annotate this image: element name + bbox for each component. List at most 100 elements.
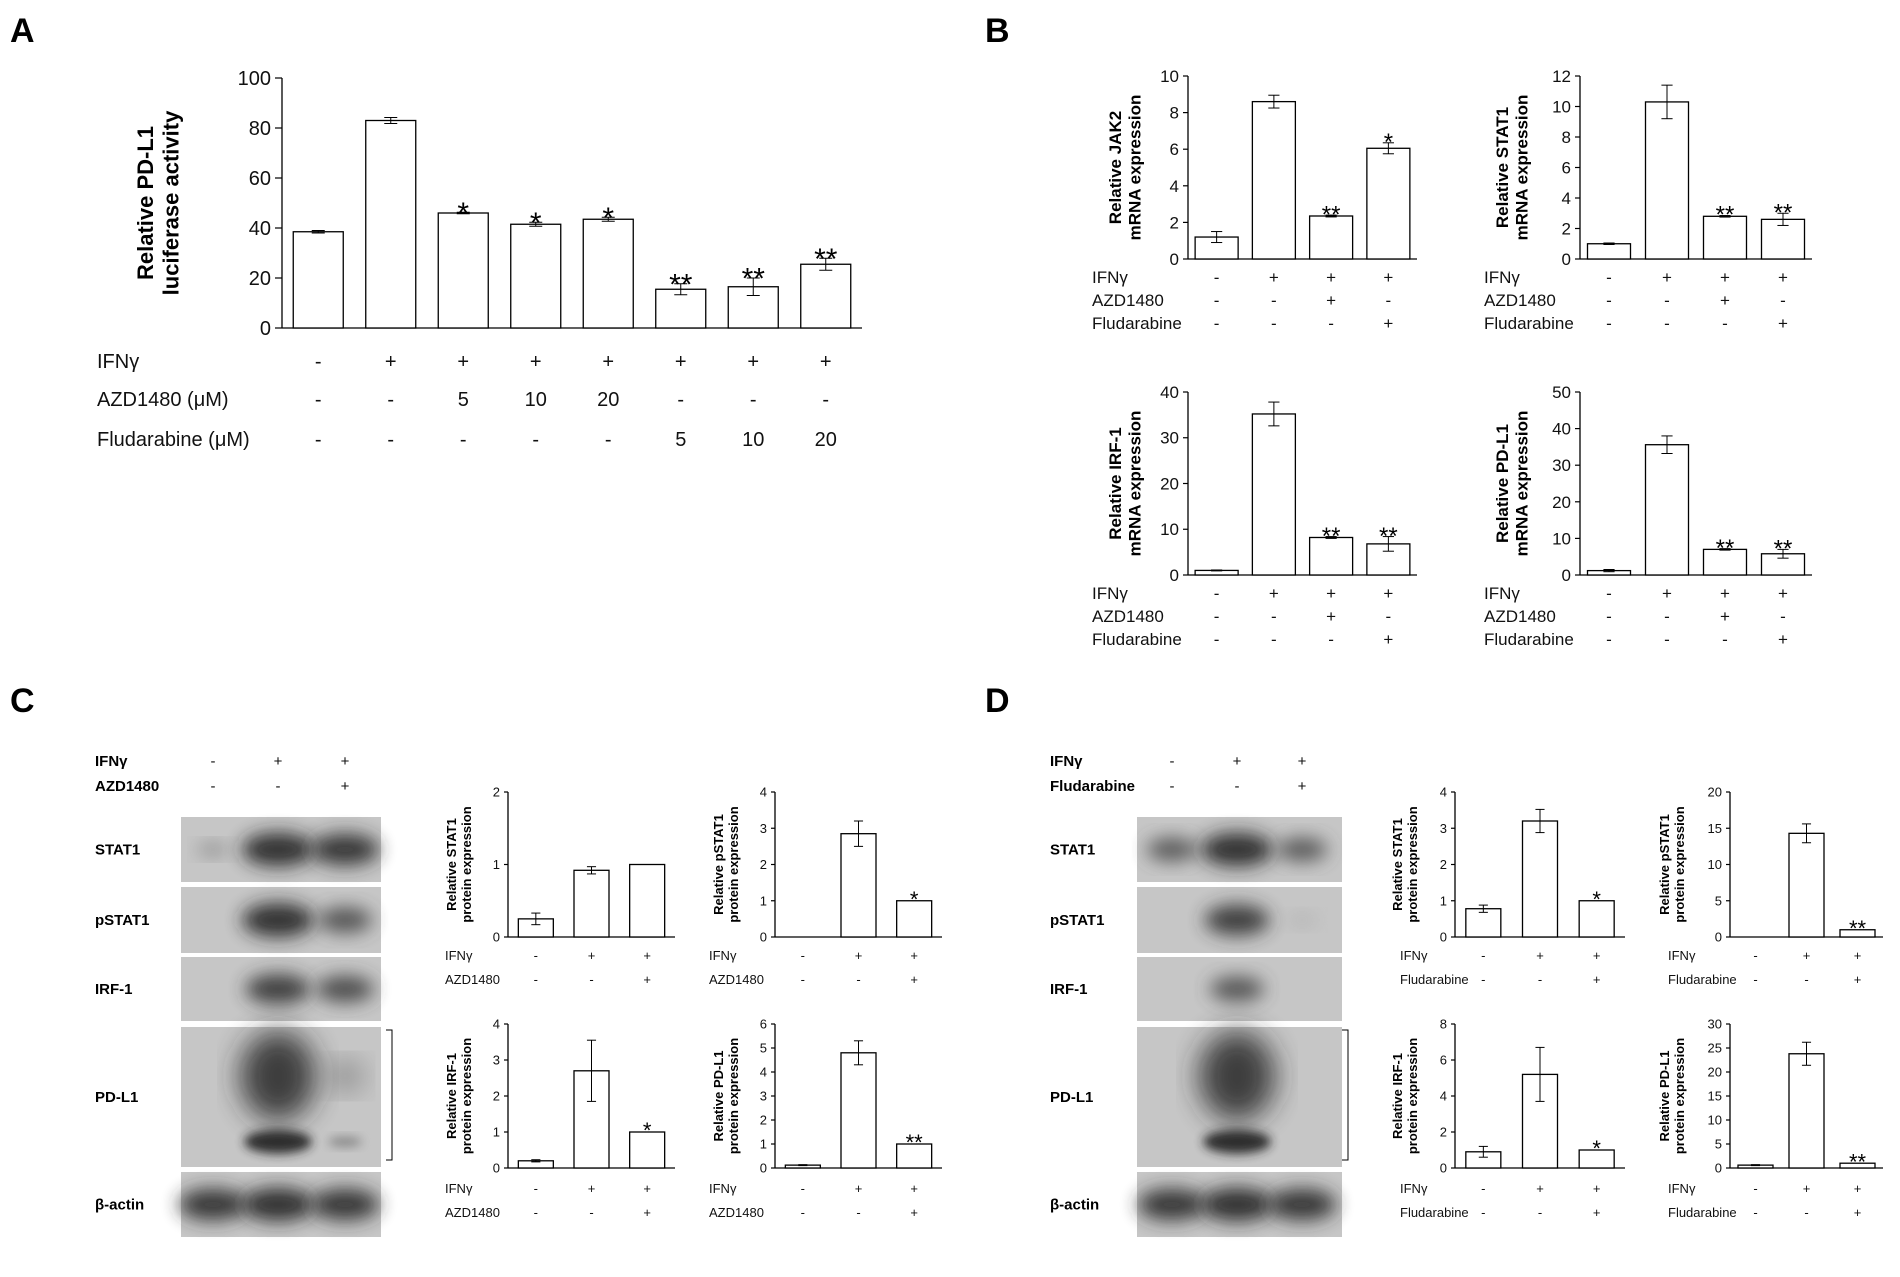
condition-value: - xyxy=(856,1205,860,1220)
condition-value: + xyxy=(1269,268,1279,287)
condition-value: + xyxy=(1854,948,1862,963)
y-tick-label: 4 xyxy=(760,1065,767,1080)
condition-value: - xyxy=(1780,607,1786,626)
y-axis-label-line: Relative STAT1 xyxy=(444,818,459,911)
bar xyxy=(1308,536,1354,576)
condition-label: Fludarabine xyxy=(1400,1205,1469,1220)
condition-label: Fludarabine xyxy=(1400,972,1469,987)
blot-band xyxy=(1203,1129,1271,1154)
condition-value: + xyxy=(1803,948,1811,963)
y-tick-label: 2 xyxy=(1170,213,1179,232)
bar xyxy=(1644,101,1690,260)
blot-band xyxy=(316,975,374,1003)
y-axis-label: Relative STAT1 protein expression xyxy=(444,806,474,922)
blot-row-pd-l1: PD-L1 xyxy=(1050,1027,1342,1167)
condition-value: + xyxy=(457,351,469,373)
y-axis-label: Relative PD-L1 protein expression xyxy=(1657,1038,1687,1154)
blot-band xyxy=(240,1031,316,1121)
y-tick-label: 40 xyxy=(249,218,271,240)
y-axis-label-line: mRNA expression xyxy=(1513,95,1532,241)
condition-value: - xyxy=(1481,1205,1485,1220)
blot-band xyxy=(1267,1188,1337,1221)
condition-value: + xyxy=(910,1205,918,1220)
condition-value: + xyxy=(747,351,759,373)
condition-value: - xyxy=(1804,1205,1808,1220)
blot-condition-value: - xyxy=(211,778,216,795)
bar xyxy=(1465,908,1502,938)
condition-value: - xyxy=(387,429,394,451)
condition-value: - xyxy=(532,429,539,451)
y-tick-label: 50 xyxy=(1552,383,1571,402)
condition-label: IFNγ xyxy=(1400,1181,1428,1196)
y-axis-label-line: protein expression xyxy=(1405,806,1420,922)
condition-value: + xyxy=(643,1205,651,1220)
bar xyxy=(1251,100,1297,260)
significance-mark: ** xyxy=(814,243,838,276)
y-tick-label: 1 xyxy=(493,857,500,872)
y-axis-label-line: protein expression xyxy=(1672,806,1687,922)
condition-label: Fludarabine xyxy=(1668,972,1737,987)
condition-value: + xyxy=(1720,584,1730,603)
y-axis-label-line: Relative IRF-1 xyxy=(1390,1053,1405,1139)
chart-d2: 0 5 10 15 20 Relative pSTAT1 protein expressio… xyxy=(1657,785,1883,987)
condition-value: - xyxy=(1214,584,1220,603)
significance-mark: ** xyxy=(1849,1149,1867,1174)
y-tick-label: 0 xyxy=(1715,1161,1722,1176)
y-tick-label: 6 xyxy=(760,1017,767,1032)
y-tick-label: 1 xyxy=(760,1137,767,1152)
condition-value: + xyxy=(1778,584,1788,603)
blot-row-irf-1: IRF-1 xyxy=(1050,957,1342,1021)
y-tick-label: 0 xyxy=(1170,250,1179,269)
y-tick-label: 4 xyxy=(1440,1089,1447,1104)
condition-label: IFNγ xyxy=(445,1181,473,1196)
y-axis-label-line: Relative PD-L1 xyxy=(133,126,158,280)
y-tick-label: 80 xyxy=(249,118,271,140)
significance-mark: ** xyxy=(742,263,766,296)
blot-band xyxy=(242,832,314,867)
condition-value: + xyxy=(1326,584,1336,603)
condition-value: - xyxy=(1214,314,1220,333)
condition-label: Fludarabine (μM) xyxy=(97,429,250,451)
chart-a: 0 20 40 60 80 100 Relative PD-L1 luciferase act… xyxy=(97,68,862,451)
condition-value: + xyxy=(602,351,614,373)
y-tick-label: 6 xyxy=(1440,1053,1447,1068)
y-tick-label: 0 xyxy=(1715,930,1722,945)
blot-row-irf-1: IRF-1 xyxy=(95,957,381,1021)
blot-band xyxy=(310,833,380,866)
condition-value: + xyxy=(1326,268,1336,287)
blot-d: IFNγ - + + Fludarabine - - + STAT1 pSTAT1 IRF-1 PD-… xyxy=(1050,753,1349,1237)
condition-label: AZD1480 xyxy=(445,1205,500,1220)
condition-value: + xyxy=(1383,314,1393,333)
condition-label: AZD1480 xyxy=(445,972,500,987)
condition-value: - xyxy=(1271,291,1277,310)
condition-value: - xyxy=(1606,584,1612,603)
y-tick-label: 10 xyxy=(1708,857,1722,872)
significance-mark: ** xyxy=(1849,916,1867,941)
blot-condition-label: Fludarabine xyxy=(1050,778,1135,795)
y-axis-label-line: Relative STAT1 xyxy=(1493,107,1512,228)
y-tick-label: 4 xyxy=(493,1017,500,1032)
bar xyxy=(1788,1053,1825,1169)
significance-mark: * xyxy=(1384,129,1393,156)
condition-value: - xyxy=(534,972,538,987)
blot-band xyxy=(178,1188,248,1221)
blot-condition-value: + xyxy=(1233,753,1242,770)
condition-value: - xyxy=(677,389,684,411)
y-axis-label-line: protein expression xyxy=(459,806,474,922)
y-tick-label: 20 xyxy=(1552,493,1571,512)
panel-letter-c: C xyxy=(10,682,35,720)
condition-value: - xyxy=(1664,291,1670,310)
blot-row-label: IRF-1 xyxy=(1050,981,1088,998)
condition-value: - xyxy=(605,429,612,451)
y-tick-label: 0 xyxy=(493,1161,500,1176)
condition-value: - xyxy=(1606,314,1612,333)
blot-band xyxy=(245,974,311,1004)
condition-value: 20 xyxy=(815,429,837,451)
condition-value: - xyxy=(1753,948,1757,963)
y-tick-label: 20 xyxy=(1708,785,1722,800)
blot-row-pstat1: pSTAT1 xyxy=(1050,887,1342,953)
y-tick-label: 10 xyxy=(1708,1113,1722,1128)
condition-value: 10 xyxy=(525,389,547,411)
significance-mark: ** xyxy=(1322,523,1341,550)
y-tick-label: 2 xyxy=(1440,1125,1447,1140)
